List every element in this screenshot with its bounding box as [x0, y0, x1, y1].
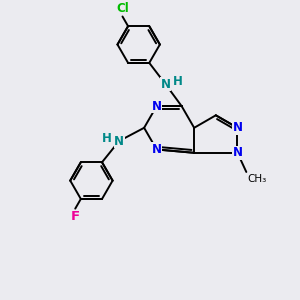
Text: F: F: [71, 210, 80, 223]
Text: N: N: [232, 121, 242, 134]
Text: N: N: [152, 143, 162, 156]
Text: N: N: [114, 135, 124, 148]
Text: N: N: [160, 78, 170, 91]
Text: N: N: [232, 146, 242, 159]
Text: H: H: [102, 132, 112, 145]
Text: CH₃: CH₃: [248, 174, 267, 184]
Text: Cl: Cl: [116, 2, 129, 15]
Text: N: N: [152, 100, 162, 112]
Text: H: H: [173, 75, 183, 88]
